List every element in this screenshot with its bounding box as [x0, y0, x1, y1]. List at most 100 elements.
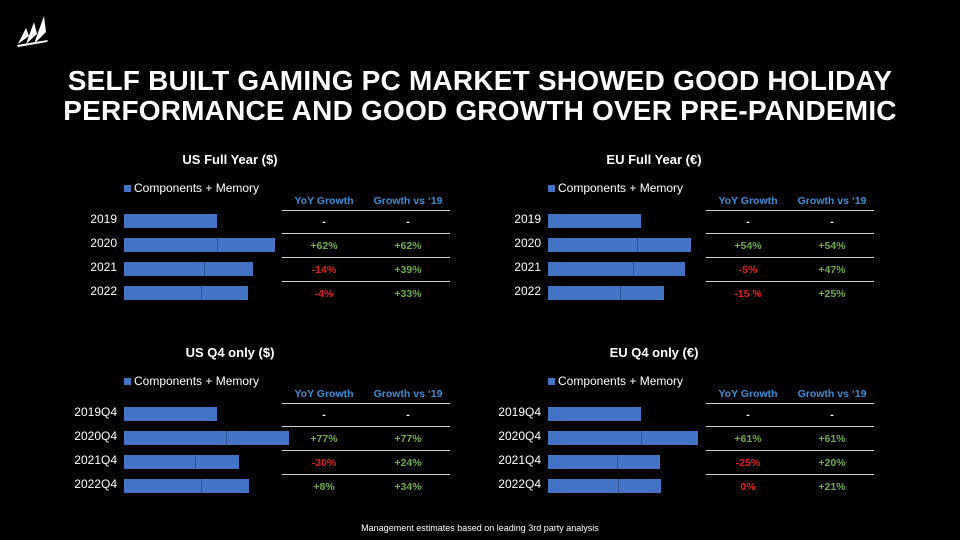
chart-legend: Components + Memory [124, 374, 259, 388]
category-label: 2021 [90, 260, 117, 274]
bar [548, 407, 641, 421]
table-header: Growth vs ‘19 [797, 388, 867, 400]
bar [548, 238, 691, 252]
table-cell: +54% [818, 240, 846, 252]
table-header: Growth vs ‘19 [373, 388, 443, 400]
table-header: YoY Growth [294, 195, 354, 207]
category-label: 2020 [514, 236, 541, 250]
chart-panel: EU Q4 only (€) Components + Memory 2019Q4 2… [484, 345, 944, 515]
table-cell: +77% [394, 433, 422, 445]
legend-label: Components + Memory [558, 374, 684, 388]
table-cell: +24% [394, 457, 422, 469]
table-cell: -4% [314, 288, 334, 300]
bar [124, 286, 248, 300]
bar [124, 214, 217, 228]
table-header: Growth vs ‘19 [373, 195, 443, 207]
bar-segment-divider [618, 479, 619, 493]
bar [124, 262, 253, 276]
table-rule [706, 233, 874, 234]
table-header: Growth vs ‘19 [797, 195, 867, 207]
table-cell: +61% [818, 433, 846, 445]
table-rule [282, 257, 450, 258]
table-rule [706, 450, 874, 451]
table-cell: - [830, 409, 834, 421]
bar-segment-divider [637, 238, 638, 252]
chart-panel: US Q4 only ($) Components + Memory 2019Q4 2… [60, 345, 520, 515]
table-rule [282, 233, 450, 234]
sails-logo-icon [17, 16, 48, 47]
table-cell: +47% [818, 264, 846, 276]
category-label: 2019Q4 [74, 405, 117, 419]
table-cell: +62% [310, 240, 338, 252]
title-line-2: PERFORMANCE AND GOOD GROWTH OVER PRE-PAN… [63, 95, 897, 126]
table-cell: - [406, 409, 410, 421]
bar-segment-divider [620, 286, 621, 300]
table-header: YoY Growth [718, 195, 778, 207]
bar-segment-divider [617, 455, 618, 469]
category-label: 2020Q4 [498, 429, 541, 443]
category-label: 2021Q4 [498, 453, 541, 467]
legend-swatch [548, 377, 555, 385]
category-label: 2019Q4 [498, 405, 541, 419]
table-rule [706, 281, 874, 282]
table-cell: -25% [735, 457, 761, 469]
chart-legend: Components + Memory [548, 374, 683, 388]
table-cell: +25% [818, 288, 846, 300]
bar-segment-divider [201, 479, 202, 493]
bar [548, 431, 698, 445]
legend-swatch [124, 377, 131, 385]
bar [548, 214, 641, 228]
footnote: Management estimates based on leading 3r… [361, 523, 599, 533]
bar-segment-divider [195, 455, 196, 469]
category-label: 2019 [514, 212, 541, 226]
table-rule [706, 257, 874, 258]
table-header: YoY Growth [718, 388, 778, 400]
chart-panel: US Full Year ($) Components + Memory 2019 2… [60, 152, 520, 322]
bar [124, 455, 239, 469]
bar [124, 431, 289, 445]
legend-label: Components + Memory [134, 181, 260, 195]
bar [548, 286, 664, 300]
table-cell: +33% [394, 288, 422, 300]
category-label: 2020 [90, 236, 117, 250]
table-rule [282, 403, 450, 404]
table-cell: -15 % [734, 288, 762, 300]
table-cell: -14% [311, 264, 337, 276]
table-cell: +77% [310, 433, 338, 445]
chart-title: US Full Year ($) [182, 152, 278, 167]
category-label: 2022 [514, 284, 541, 298]
chart-title: EU Full Year (€) [606, 152, 702, 167]
bar [548, 455, 660, 469]
category-label: 2022Q4 [498, 477, 541, 491]
category-label: 2021Q4 [74, 453, 117, 467]
bar-segment-divider [201, 286, 202, 300]
table-rule [706, 426, 874, 427]
bar-segment-divider [633, 262, 634, 276]
table-rule [706, 210, 874, 211]
bar [124, 407, 217, 421]
bar-segment-divider [217, 238, 218, 252]
legend-swatch [548, 184, 555, 192]
chart-legend: Components + Memory [124, 181, 259, 195]
bar [124, 479, 249, 493]
bar-segment-divider [641, 431, 642, 445]
table-cell: - [406, 216, 410, 228]
table-cell: +39% [394, 264, 422, 276]
legend-label: Components + Memory [134, 374, 260, 388]
chart-legend: Components + Memory [548, 181, 683, 195]
legend-swatch [124, 184, 131, 192]
page-title: SELF BUILT GAMING PC MARKET SHOWED GOOD … [0, 66, 960, 126]
table-rule [706, 474, 874, 475]
category-label: 2022 [90, 284, 117, 298]
chart-title: EU Q4 only (€) [609, 345, 699, 360]
table-rule [706, 403, 874, 404]
table-cell: - [746, 409, 750, 421]
table-cell: -30% [311, 457, 337, 469]
bar-segment-divider [204, 262, 205, 276]
table-cell: - [830, 216, 834, 228]
bar [548, 479, 661, 493]
table-cell: +34% [394, 481, 422, 493]
table-rule [282, 426, 450, 427]
category-label: 2021 [514, 260, 541, 274]
table-cell: +8% [313, 481, 335, 493]
